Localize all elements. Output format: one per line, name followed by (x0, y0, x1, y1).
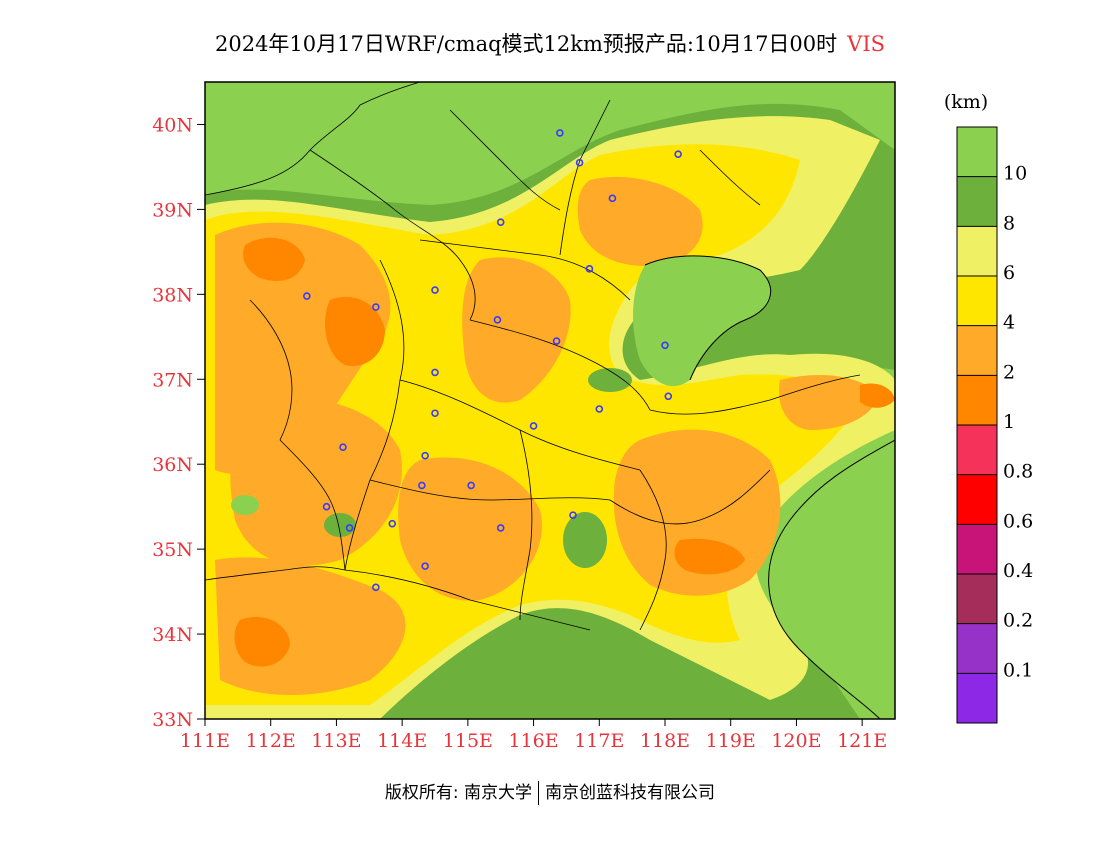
lat-tick-label: 34N (152, 624, 193, 646)
lon-tick-label: 112E (246, 730, 296, 752)
lat-tick-label: 36N (152, 454, 193, 476)
lon-tick-label: 118E (640, 730, 690, 752)
legend-swatch (957, 325, 997, 376)
city-marker (595, 405, 604, 413)
city-marker (608, 194, 617, 203)
title-variable: VIS (847, 32, 886, 56)
lat-tick-label: 40N (152, 114, 193, 136)
footer-right: 南京创蓝科技有限公司 (545, 783, 716, 803)
city-marker (552, 337, 561, 345)
chart-title: 2024年10月17日WRF/cmaq模式12km预报产品:10月17日00时 V… (0, 28, 1100, 58)
visibility-field (205, 82, 895, 719)
city-marker (431, 409, 439, 418)
legend-swatch (957, 176, 997, 227)
city-marker (556, 129, 564, 137)
city-marker (431, 286, 439, 294)
lon-tick-label: 113E (311, 730, 361, 752)
city-marker (345, 524, 354, 532)
city-marker (569, 511, 577, 519)
legend-swatch (957, 623, 997, 674)
lon-tick-label: 114E (377, 730, 427, 752)
lon-tick-label: 115E (443, 730, 493, 752)
legend-label: 0.6 (1003, 510, 1033, 532)
lon-tick-label: 121E (837, 730, 887, 752)
map-frame (204, 81, 896, 720)
lat-tick-label: 38N (152, 284, 193, 306)
legend-swatch (957, 524, 997, 574)
legend-label: 8 (1003, 212, 1015, 234)
legend-label: 6 (1003, 262, 1015, 284)
legend-label: 2 (1003, 361, 1015, 383)
legend-swatch (957, 276, 997, 326)
legend-swatch (957, 425, 997, 475)
lon-tick-label: 117E (574, 730, 624, 752)
legend-label: 1 (1003, 411, 1015, 433)
city-marker (467, 481, 475, 490)
legend-swatch (957, 574, 997, 624)
city-marker (575, 158, 584, 167)
lat-tick-label: 35N (152, 539, 193, 561)
city-marker (421, 451, 429, 460)
city-marker (388, 519, 397, 528)
city-marker (418, 481, 426, 490)
legend-swatch (957, 127, 997, 177)
legend-swatch (957, 226, 997, 276)
copyright-footer: 版权所有: 南京大学 南京创蓝科技有限公司 (0, 778, 1100, 805)
city-marker (339, 443, 347, 452)
footer-separator (538, 781, 540, 805)
city-marker (431, 368, 439, 377)
legend-swatch (957, 375, 997, 425)
legend-label: 10 (1003, 163, 1027, 185)
latitude-axis: 40N 39N 38N 37N 36N 35N 34N 33N (152, 114, 205, 731)
city-marker (421, 562, 429, 570)
city-marker (496, 218, 505, 226)
city-marker (529, 422, 538, 430)
legend-label: 0.8 (1003, 461, 1033, 483)
lon-tick-label: 111E (180, 730, 230, 752)
legend-label: 0.1 (1003, 659, 1033, 681)
title-main: 2024年10月17日WRF/cmaq模式12km预报产品:10月17日00时 (214, 32, 838, 56)
city-marker (372, 303, 380, 311)
lon-tick-label: 120E (771, 730, 821, 752)
footer-left: 版权所有: 南京大学 (384, 783, 533, 803)
legend-swatch (957, 474, 997, 525)
city-marker (322, 502, 331, 511)
legend-unit: (km) (944, 91, 988, 113)
legend-label: 4 (1003, 312, 1015, 334)
legend-label: 0.2 (1003, 610, 1033, 632)
city-marker (493, 316, 502, 324)
lon-tick-label: 119E (706, 730, 756, 752)
city-marker (496, 524, 505, 532)
city-marker (585, 265, 594, 273)
lat-tick-label: 33N (152, 709, 193, 731)
lon-tick-label: 116E (509, 730, 559, 752)
city-marker (674, 150, 682, 158)
city-marker (664, 392, 673, 401)
city-markers (303, 129, 682, 592)
legend-label: 0.4 (1003, 560, 1033, 582)
city-marker (661, 341, 669, 350)
lat-tick-label: 37N (152, 369, 193, 391)
longitude-axis: 111E 112E 113E 114E 115E 116E 117E 118E 119E 120E… (180, 719, 887, 752)
city-marker (303, 292, 311, 300)
color-legend: 10 8 6 4 2 1 0.8 0.6 0.4 0.2 0.1 (956, 126, 1033, 724)
legend-swatch (957, 673, 997, 723)
lat-tick-label: 39N (152, 199, 193, 221)
city-marker (372, 583, 380, 592)
